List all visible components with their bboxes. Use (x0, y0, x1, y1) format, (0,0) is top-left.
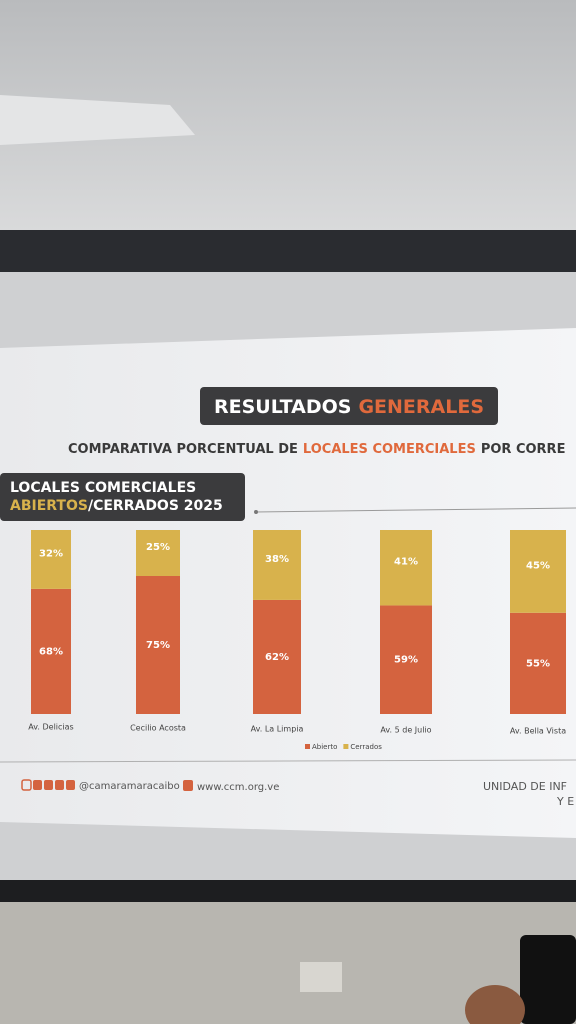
subtitle-part: COMPARATIVA PORCENTUAL DE (68, 442, 298, 457)
bar-segment (380, 605, 432, 714)
bar-segment (380, 530, 432, 606)
bar-segment (136, 530, 180, 576)
legend-swatch (343, 744, 349, 749)
subtitle: COMPARATIVA PORCENTUAL DE LOCALES COMERCI… (68, 442, 565, 457)
hand (465, 985, 525, 1024)
title-box (200, 387, 498, 425)
x-tick-label: Cecilio Acosta (130, 724, 186, 733)
bar-segment (510, 612, 566, 714)
value-label: 32% (39, 548, 63, 559)
legend-swatch (305, 744, 310, 749)
value-label: 62% (265, 652, 289, 663)
ceiling-light (0, 95, 195, 145)
panel (0, 473, 245, 521)
social-icons (21, 779, 193, 791)
panel-part: ABIERTOS (10, 498, 88, 514)
bar-segment (136, 576, 180, 714)
bar-segment (31, 530, 71, 589)
value-label: 55% (526, 658, 550, 669)
divider-dot (254, 510, 258, 514)
panel-line: ABIERTOS/CERRADOS 2025 (10, 498, 223, 514)
x-tick-label: Av. La Limpia (251, 725, 304, 734)
bar-segment (253, 530, 301, 600)
value-label: 25% (146, 542, 170, 553)
bar-segment (31, 588, 71, 714)
divider (254, 507, 576, 513)
phone (520, 935, 576, 1024)
value-label: 75% (146, 640, 170, 651)
subtitle-part: POR CORRE (481, 442, 566, 457)
outlet (300, 962, 342, 992)
title-part: RESULTADOS (214, 396, 351, 418)
screen-housing (0, 230, 576, 272)
value-label: 41% (394, 557, 418, 568)
social-handle: @camaramaracaibo (79, 781, 180, 792)
website: www.ccm.org.ve (197, 782, 279, 793)
unit-name: Y E (556, 795, 574, 808)
divider (0, 759, 576, 763)
legend-label: Cerrados (350, 743, 382, 751)
value-label: 68% (39, 646, 63, 657)
x-tick-label: Av. Bella Vista (510, 727, 566, 736)
panel-part: /CERRADOS 2025 (88, 498, 223, 514)
value-label: 59% (394, 655, 418, 666)
title-part: GENERALES (358, 396, 484, 418)
bar-segment (510, 530, 566, 613)
title: RESULTADOS GENERALES (214, 396, 484, 418)
value-label: 38% (265, 554, 289, 565)
value-label: 45% (526, 560, 550, 571)
x-tick-label: Av. Delicias (28, 723, 73, 732)
unit-name: UNIDAD DE INF (483, 780, 567, 793)
panel-line: LOCALES COMERCIALES (10, 480, 196, 496)
subtitle-part: LOCALES COMERCIALES (303, 442, 476, 457)
x-tick-label: Av. 5 de Julio (380, 726, 431, 735)
bar-segment (253, 599, 301, 714)
screen-bottom (0, 880, 576, 902)
legend-label: Abierto (312, 743, 337, 751)
